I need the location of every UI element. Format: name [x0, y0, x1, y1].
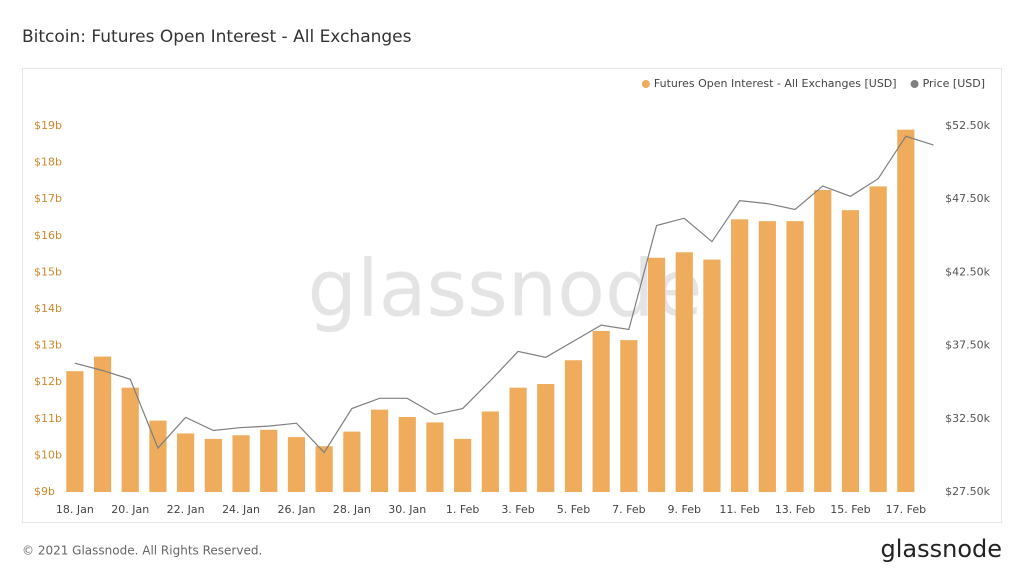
y2-tick-label: $37.50k: [945, 339, 990, 352]
legend-swatch: [641, 80, 650, 88]
bar: [315, 446, 333, 492]
bar: [814, 190, 832, 493]
legend-swatch: [910, 80, 919, 88]
x-tick-label: 28. Jan: [333, 503, 371, 516]
x-tick-label: 24. Jan: [222, 503, 260, 516]
bar: [731, 219, 749, 492]
bar: [481, 411, 499, 492]
y-tick-label: $15b: [34, 265, 62, 278]
chart-title: Bitcoin: Futures Open Interest - All Exc…: [22, 27, 412, 47]
bar: [841, 210, 860, 492]
bar: [509, 387, 527, 492]
y-tick-label: $18b: [34, 156, 62, 169]
bar: [897, 129, 915, 492]
brand-logo: glassnode: [880, 535, 1002, 563]
bar: [177, 433, 195, 492]
y-tick-label: $17b: [34, 192, 62, 205]
bar: [758, 221, 776, 492]
y2-tick-label: $52.50k: [945, 119, 990, 132]
bar: [620, 340, 638, 492]
y-tick-label: $19b: [34, 119, 62, 132]
bar: [66, 371, 84, 492]
y2-tick-label: $42.50k: [945, 265, 990, 278]
x-tick-label: 20. Jan: [111, 503, 149, 516]
x-tick-label: 7. Feb: [612, 503, 645, 516]
x-tick-label: 5. Feb: [557, 503, 590, 516]
x-tick-label: 22. Jan: [167, 503, 205, 516]
bar: [232, 435, 250, 492]
bar: [703, 259, 721, 492]
x-tick-label: 18. Jan: [56, 503, 94, 516]
legend-label: Price [USD]: [923, 77, 985, 90]
bar: [260, 429, 278, 492]
x-tick-label: 17. Feb: [886, 503, 926, 516]
x-tick-label: 15. Feb: [830, 503, 870, 516]
price-line: [74, 135, 934, 454]
bar: [869, 186, 887, 492]
y-tick-label: $16b: [34, 229, 62, 242]
legend-label: Futures Open Interest - All Exchanges [U…: [654, 77, 897, 90]
y-tick-label: $9b: [34, 485, 55, 498]
x-tick-label: 26. Jan: [277, 503, 315, 516]
bar: [537, 384, 555, 492]
x-tick-label: 3. Feb: [501, 503, 534, 516]
bar: [149, 420, 167, 492]
bar: [426, 422, 444, 492]
y-tick-label: $13b: [34, 339, 62, 352]
x-tick-label: 30. Jan: [388, 503, 426, 516]
y2-tick-label: $32.50k: [945, 412, 990, 425]
bar: [786, 221, 804, 492]
bar: [121, 387, 139, 492]
bar: [93, 356, 112, 492]
bar: [454, 438, 472, 492]
y-tick-label: $11b: [34, 412, 62, 425]
bar: [343, 431, 361, 492]
y2-tick-label: $47.50k: [945, 192, 990, 205]
y-tick-label: $12b: [34, 375, 62, 388]
footer: © 2021 Glassnode. All Rights Reserved.: [22, 544, 262, 558]
x-tick-label: 13. Feb: [775, 503, 815, 516]
y-tick-label: $10b: [34, 448, 62, 461]
y2-tick-label: $27.50k: [945, 485, 990, 498]
bar: [287, 437, 306, 492]
bar: [398, 416, 416, 492]
watermark: glassnode: [308, 244, 703, 334]
x-tick-label: 1. Feb: [446, 503, 479, 516]
bar: [647, 257, 666, 492]
bar: [564, 360, 583, 492]
y-tick-label: $14b: [34, 302, 62, 315]
bar: [675, 252, 693, 492]
x-tick-label: 11. Feb: [719, 503, 759, 516]
bar: [370, 409, 389, 492]
bar: [592, 330, 610, 492]
bar: [204, 438, 222, 492]
x-tick-label: 9. Feb: [668, 503, 701, 516]
